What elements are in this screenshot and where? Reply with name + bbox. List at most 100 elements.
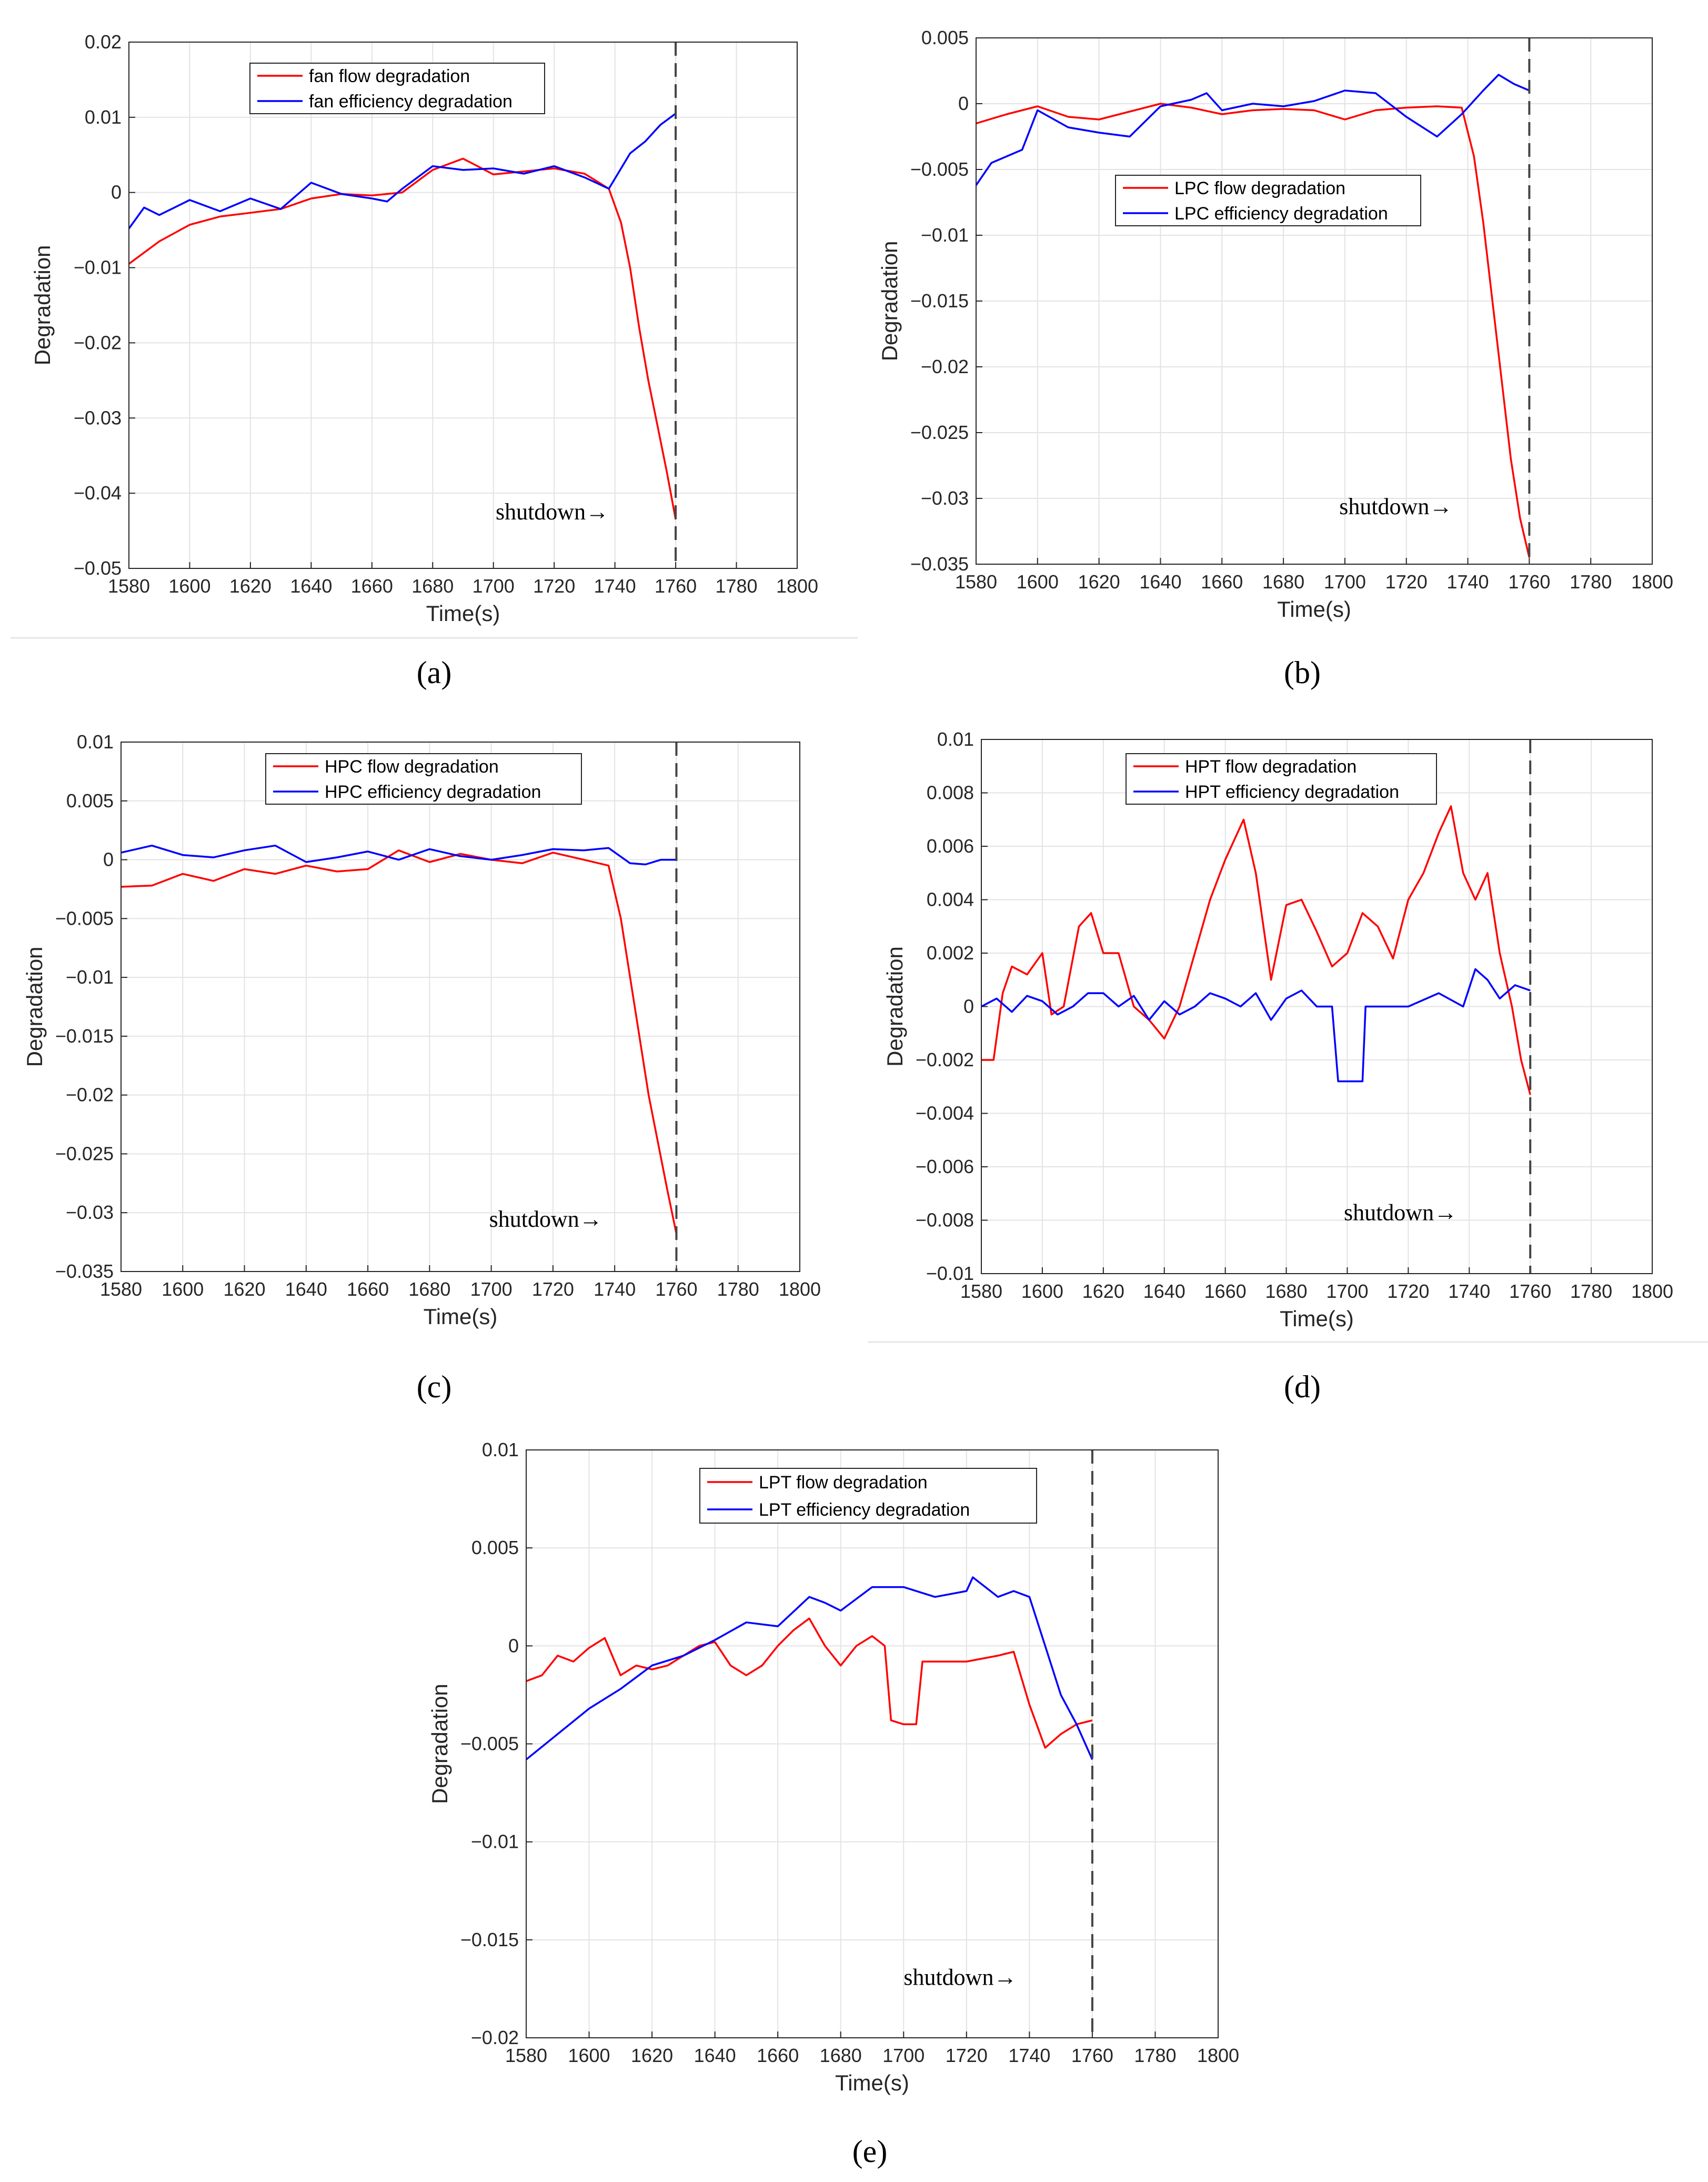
y-tick-label: 0.008 — [927, 782, 974, 804]
x-axis-label: Time(s) — [426, 601, 500, 626]
x-tick-label: 1760 — [655, 1278, 697, 1300]
x-tick-label: 1640 — [694, 2045, 736, 2066]
legend-label-fan-flow-degradation: fan flow degradation — [309, 66, 470, 86]
x-tick-label: 1580 — [960, 1280, 1002, 1302]
axes-frame — [128, 42, 798, 569]
legend: fan flow degradation fan efficiency degra… — [249, 63, 545, 114]
x-tick-label: 1760 — [655, 575, 697, 597]
series-line-hpt-efficiency-degradation — [981, 968, 1531, 1083]
y-axis-label: Degradation — [427, 1684, 452, 1804]
x-tick-label: 1660 — [757, 2045, 799, 2066]
chart-panel-c: 1580 1600 1620 1640 1660 1680 1700 1720 1740 1760… — [22, 731, 821, 1329]
legend: LPT flow degradation LPT efficiency degra… — [699, 1468, 1037, 1524]
y-tick-label: −0.03 — [74, 407, 122, 428]
legend-label-hpt-efficiency-degradation: HPT efficiency degradation — [1185, 782, 1399, 802]
axes-frame — [976, 37, 1653, 565]
legend-label-hpc-flow-degradation: HPC flow degradation — [325, 757, 499, 777]
legend-box — [265, 753, 582, 805]
caption-e: (e) — [852, 2134, 888, 2169]
y-tick-label: −0.04 — [74, 482, 122, 504]
y-tick-label: −0.015 — [460, 1929, 519, 1950]
x-tick-label: 1800 — [776, 575, 818, 597]
legend-box — [1126, 753, 1437, 805]
x-tick-label: 1740 — [1448, 1280, 1490, 1302]
x-tick-label: 1780 — [1570, 1280, 1612, 1302]
y-tick-label: 0.01 — [482, 1439, 519, 1460]
y-tick-label: −0.035 — [910, 553, 969, 575]
shutdown-annotation: shutdown→ — [903, 1964, 1017, 1990]
y-tick-label: −0.025 — [55, 1143, 114, 1164]
x-tick-label: 1780 — [717, 1278, 759, 1300]
legend: HPC flow degradation HPC efficiency degra… — [265, 753, 582, 805]
y-tick-label: 0 — [111, 182, 122, 203]
y-tick-label: −0.002 — [916, 1049, 974, 1070]
axes-frame — [120, 742, 800, 1272]
x-tick-label: 1660 — [351, 575, 393, 597]
x-tick-label: 1740 — [1008, 2045, 1050, 2066]
chart-panel-e: 1580 1600 1620 1640 1660 1680 1700 1720 1740 1760… — [427, 1439, 1239, 2095]
y-tick-label: −0.01 — [921, 224, 969, 246]
x-tick-label: 1640 — [285, 1278, 327, 1300]
y-tick-label: 0.01 — [85, 106, 122, 128]
x-tick-label: 1640 — [290, 575, 332, 597]
legend-label-fan-efficiency-degradation: fan efficiency degradation — [309, 92, 513, 112]
x-tick-label: 1740 — [594, 575, 636, 597]
x-tick-label: 1720 — [946, 2045, 988, 2066]
series-line-hpc-efficiency-degradation — [120, 844, 677, 866]
legend: LPC flow degradation LPC efficiency degra… — [1115, 175, 1421, 226]
y-tick-label: 0.01 — [77, 731, 114, 753]
y-tick-label: −0.005 — [460, 1733, 519, 1755]
x-tick-label: 1600 — [1017, 571, 1059, 593]
x-tick-label: 1760 — [1509, 1280, 1551, 1302]
x-axis-label: Time(s) — [424, 1304, 498, 1329]
x-tick-label: 1600 — [168, 575, 210, 597]
legend-box — [1115, 175, 1421, 226]
x-tick-label: 1660 — [347, 1278, 389, 1300]
x-tick-label: 1700 — [470, 1278, 513, 1300]
y-tick-label: −0.03 — [921, 487, 969, 509]
legend: HPT flow degradation HPT efficiency degra… — [1126, 753, 1437, 805]
shutdown-annotation: shutdown→ — [1339, 494, 1452, 519]
legend-box — [249, 63, 545, 114]
y-tick-label: −0.01 — [74, 257, 122, 278]
plot-area — [121, 742, 800, 1272]
series-line-fan-flow-degradation — [128, 157, 677, 520]
caption-b: (b) — [1284, 655, 1321, 690]
y-tick-label: 0 — [103, 849, 114, 870]
legend-label-lpt-efficiency-degradation: LPT efficiency degradation — [759, 1500, 970, 1520]
y-tick-label: 0.006 — [927, 835, 974, 857]
x-tick-label: 1640 — [1139, 571, 1181, 593]
legend-label-lpc-efficiency-degradation: LPC efficiency degradation — [1174, 204, 1388, 224]
series-line-lpc-flow-degradation — [976, 103, 1531, 558]
x-tick-label: 1620 — [229, 575, 272, 597]
x-tick-label: 1760 — [1508, 571, 1550, 593]
y-tick-label: −0.005 — [55, 907, 114, 929]
y-tick-label: 0 — [958, 93, 969, 114]
x-tick-label: 1640 — [1143, 1280, 1185, 1302]
y-tick-label: 0.005 — [66, 790, 114, 812]
x-tick-label: 1740 — [1446, 571, 1489, 593]
plot-area — [129, 42, 797, 568]
shutdown-annotation: shutdown→ — [489, 1206, 602, 1232]
caption-c: (c) — [417, 1369, 452, 1404]
legend-label-lpt-flow-degradation: LPT flow degradation — [759, 1473, 928, 1493]
x-tick-label: 1600 — [568, 2045, 610, 2066]
x-axis-label: Time(s) — [1280, 1306, 1354, 1331]
y-tick-label: −0.05 — [74, 557, 122, 579]
y-tick-label: −0.005 — [910, 158, 969, 180]
y-tick-label: 0.02 — [85, 31, 122, 53]
x-tick-label: 1660 — [1204, 1280, 1247, 1302]
x-tick-label: 1680 — [1265, 1280, 1307, 1302]
legend-label-hpt-flow-degradation: HPT flow degradation — [1185, 757, 1357, 777]
series-line-fan-efficiency-degradation — [128, 113, 677, 229]
x-tick-label: 1580 — [100, 1278, 142, 1300]
y-tick-label: 0.005 — [921, 27, 969, 48]
x-tick-label: 1700 — [1326, 1280, 1368, 1302]
shutdown-annotation: shutdown→ — [1344, 1200, 1457, 1226]
x-tick-label: 1720 — [532, 1278, 574, 1300]
x-tick-label: 1680 — [1262, 571, 1304, 593]
x-tick-label: 1800 — [1631, 1280, 1673, 1302]
y-axis-label: Degradation — [877, 241, 902, 362]
x-tick-label: 1780 — [715, 575, 757, 597]
chart-panel-b: 1580 1600 1620 1640 1660 1680 1700 1720 1740 1760… — [877, 27, 1673, 622]
